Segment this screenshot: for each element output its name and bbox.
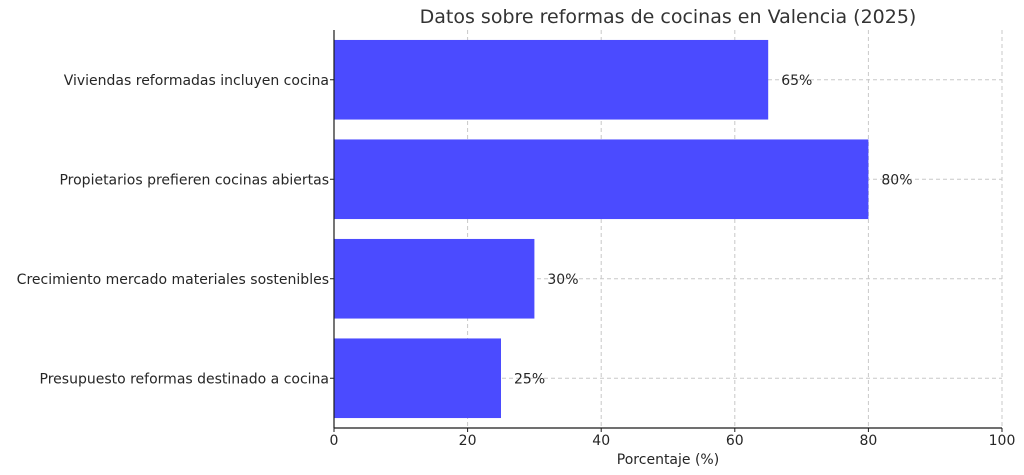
x-tick-label: 60 xyxy=(726,433,744,449)
x-axis-label: Porcentaje (%) xyxy=(617,452,719,468)
bar xyxy=(334,238,535,319)
category-label: Presupuesto reformas destinado a cocina xyxy=(40,371,329,387)
x-tick-label: 80 xyxy=(859,433,877,449)
category-label: Propietarios prefieren cocinas abiertas xyxy=(59,172,329,188)
value-label: 30% xyxy=(547,272,578,288)
axes: 0 20 40 60 80 100 xyxy=(330,30,1016,449)
x-tick-label: 40 xyxy=(592,433,610,449)
value-labels: 65% 80% 30% 25% xyxy=(514,73,913,388)
bar xyxy=(334,39,769,120)
bar xyxy=(334,338,501,419)
bar xyxy=(334,139,869,220)
x-tick-label: 0 xyxy=(330,433,339,449)
category-label: Viviendas reformadas incluyen cocina xyxy=(64,73,329,89)
chart-title: Datos sobre reformas de cocinas en Valen… xyxy=(420,6,917,28)
bars xyxy=(334,39,869,419)
value-label: 80% xyxy=(881,172,912,188)
x-tick-label: 20 xyxy=(459,433,477,449)
category-label: Crecimiento mercado materiales sostenibl… xyxy=(17,272,329,288)
x-tick-label: 100 xyxy=(989,433,1016,449)
value-label: 25% xyxy=(514,371,545,387)
value-label: 65% xyxy=(781,73,812,89)
category-labels: Viviendas reformadas incluyen cocina Prop… xyxy=(17,73,329,388)
